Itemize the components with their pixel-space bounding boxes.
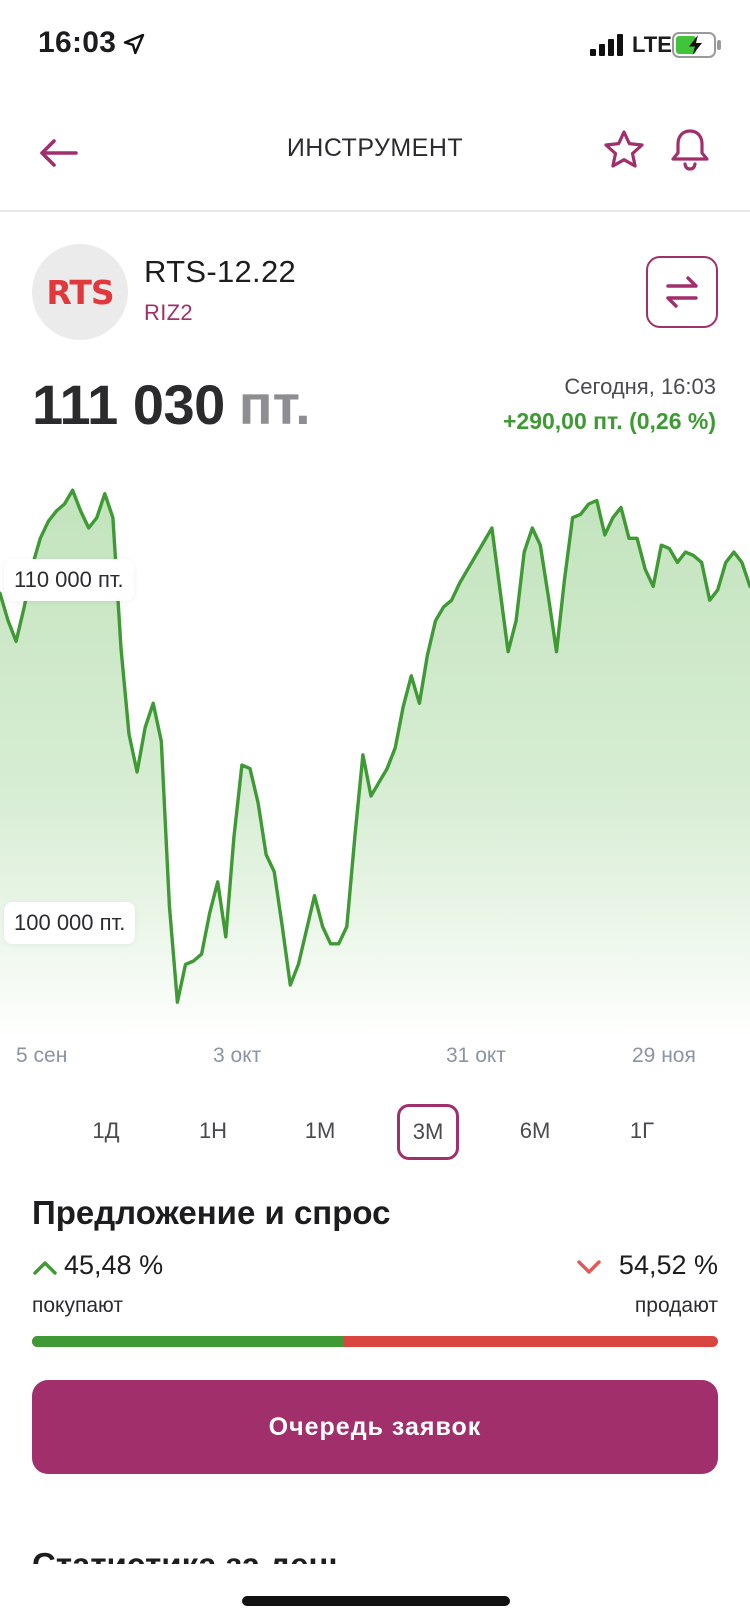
buy-ratio-fill <box>32 1336 344 1347</box>
y-tick-label: 100 000 пт. <box>4 902 136 945</box>
sell-percent: 54,52 % <box>618 1250 718 1280</box>
chart-series-line <box>0 488 750 1004</box>
chevron-down-icon <box>577 1260 601 1274</box>
instrument-ticker: RIZ2 <box>144 300 193 325</box>
signal-icon <box>590 34 623 56</box>
status-time: 16:03 <box>38 26 117 59</box>
nav-bar: ИНСТРУМЕНТ <box>0 92 750 212</box>
order-book-button[interactable]: Очередь заявок <box>32 1380 718 1474</box>
price-value: 111 030 <box>32 373 225 436</box>
chart-svg <box>0 488 750 1040</box>
next-section-clip: Статистика за день <box>0 1540 750 1564</box>
period-tab-1w[interactable]: 1Н <box>198 1118 228 1143</box>
swap-arrows-icon <box>666 276 698 308</box>
logo-text: RTS <box>46 272 114 312</box>
price-timestamp: Сегодня, 16:03 <box>564 374 716 399</box>
period-tab-6m[interactable]: 6М <box>519 1118 551 1143</box>
chart-area-fill <box>0 490 750 1040</box>
period-tab-1d[interactable]: 1Д <box>92 1118 120 1143</box>
chevron-up-icon <box>33 1261 57 1275</box>
battery-charging-icon <box>672 32 721 58</box>
x-tick-label: 3 окт <box>213 1044 262 1067</box>
instrument-logo: RTS <box>32 244 128 340</box>
supply-demand-ratio-bar <box>32 1336 718 1347</box>
bell-icon[interactable] <box>668 126 712 172</box>
arrow-left-icon[interactable] <box>34 128 84 178</box>
y-tick-label: 110 000 пт. <box>4 558 134 601</box>
period-tab-1m[interactable]: 1М <box>304 1118 336 1143</box>
x-tick-label: 31 окт <box>446 1044 506 1067</box>
period-tab-1y[interactable]: 1Г <box>629 1118 655 1143</box>
swap-button[interactable] <box>646 256 718 328</box>
x-tick-label: 29 ноя <box>632 1044 696 1067</box>
network-type: LTE <box>632 32 672 57</box>
price-chart[interactable]: 110 000 пт. 100 000 пт. <box>0 460 750 1040</box>
price-unit: пт. <box>238 373 311 436</box>
home-indicator[interactable] <box>242 1596 510 1606</box>
period-tab-3m[interactable]: 3М <box>397 1104 459 1160</box>
daily-stats-title: Статистика за день <box>32 1546 349 1564</box>
x-tick-label: 5 сен <box>16 1044 68 1067</box>
period-selector: 1Д 1Н 1М 3М 6М 1Г <box>0 1104 750 1162</box>
price-block: 111 030 пт. <box>32 372 311 437</box>
sell-label: продают <box>634 1294 718 1317</box>
status-bar: 16:03 LTE <box>0 0 750 92</box>
buy-percent: 45,48 % <box>64 1250 164 1280</box>
star-icon[interactable] <box>602 128 646 172</box>
supply-demand-title: Предложение и спрос <box>32 1194 391 1231</box>
price-change: +290,00 пт. (0,26 %) <box>502 408 716 434</box>
location-arrow-icon <box>123 33 145 55</box>
instrument-name: RTS-12.22 <box>144 254 297 289</box>
buy-label: покупают <box>32 1294 123 1317</box>
